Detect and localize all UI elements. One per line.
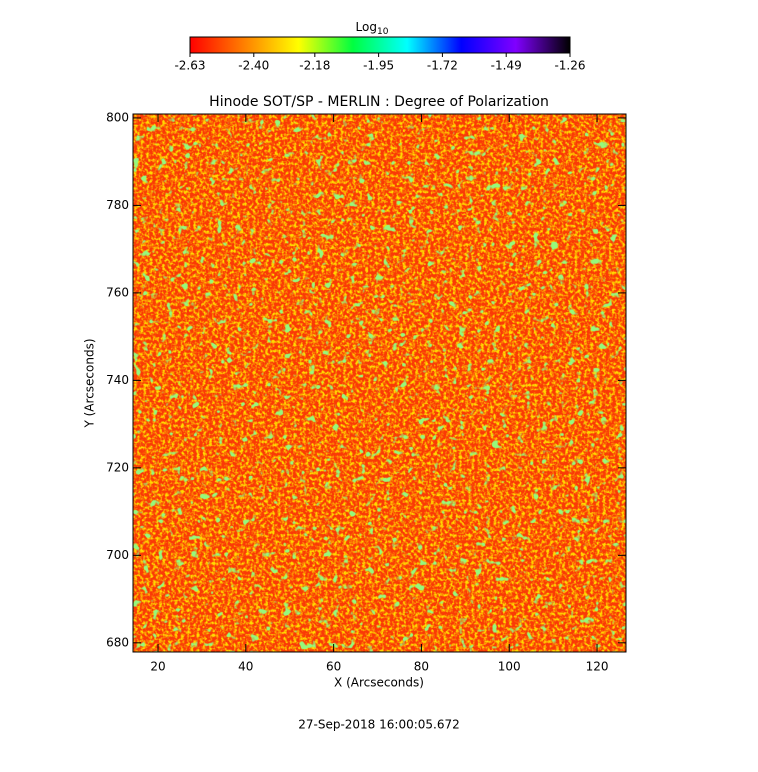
x-tick-label: 20 (150, 660, 165, 674)
y-tick-label: 720 (106, 460, 129, 474)
colorbar-tick-label: -2.63 (174, 59, 205, 73)
colorbar (189, 36, 571, 54)
x-axis-label: X (Arcseconds) (334, 676, 424, 690)
image-texture (133, 114, 626, 652)
y-tick-label: 700 (106, 548, 129, 562)
colorbar-label-text: Log (356, 20, 377, 34)
y-tick-label: 800 (106, 110, 129, 124)
colorbar-tick-label: -1.95 (363, 59, 394, 73)
footer-date: 27-Sep-2018 16:00:05.672 (298, 718, 460, 732)
colorbar-label-subscript: 10 (377, 27, 389, 37)
y-tick-label: 760 (106, 285, 129, 299)
chart-title: Hinode SOT/SP - MERLIN : Degree of Polar… (209, 94, 549, 110)
colorbar-label: Log10 (356, 20, 389, 37)
colorbar-tick-label: -1.26 (554, 59, 585, 73)
y-tick-label: 780 (106, 198, 129, 212)
y-tick-label: 740 (106, 373, 129, 387)
x-tick-label: 80 (414, 660, 429, 674)
colorbar-tick-label: -2.18 (299, 59, 330, 73)
colorbar-tick-label: -2.40 (238, 59, 269, 73)
x-tick-label: 40 (238, 660, 253, 674)
x-tick-label: 120 (586, 660, 609, 674)
image (133, 114, 626, 652)
colorbar-tick-label: -1.72 (427, 59, 458, 73)
y-axis-label: Y (Arcseconds) (83, 338, 97, 428)
colorbar-tick-label: -1.49 (491, 59, 522, 73)
plot-frame (132, 113, 627, 653)
y-tick-label: 680 (106, 635, 129, 649)
x-tick-label: 60 (326, 660, 341, 674)
x-tick-label: 100 (498, 660, 521, 674)
